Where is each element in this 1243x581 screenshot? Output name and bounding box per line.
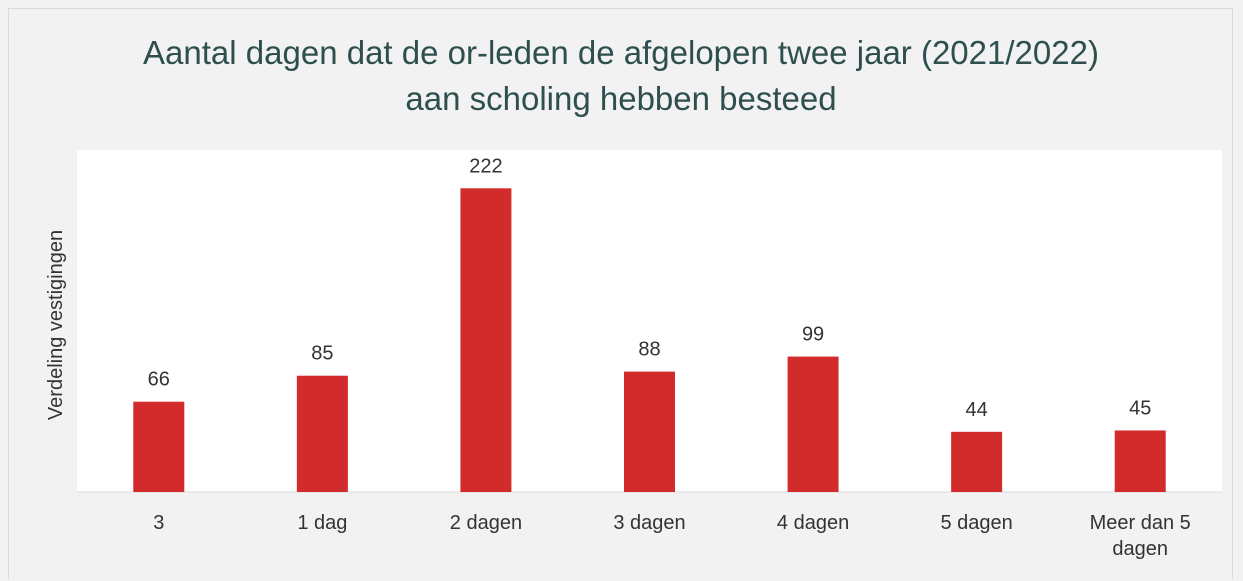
chart-frame bbox=[8, 8, 1233, 579]
bar bbox=[951, 431, 1003, 492]
bar bbox=[787, 356, 839, 492]
data-label: 45 bbox=[1129, 397, 1151, 419]
data-label: 85 bbox=[311, 343, 333, 365]
x-tick-label: 4 dagen bbox=[776, 512, 850, 534]
data-label: 88 bbox=[638, 339, 660, 361]
bar bbox=[1114, 430, 1166, 492]
x-tick-label: 1 dag bbox=[297, 512, 348, 534]
x-tick-label: 3 dagen bbox=[613, 512, 686, 534]
x-tick-label: 2 dagen bbox=[449, 512, 523, 534]
data-label: 222 bbox=[469, 155, 502, 177]
chart-title: Aantal dagen dat de or-leden de afgelope… bbox=[143, 34, 1099, 117]
bar bbox=[624, 371, 675, 492]
x-tick-label: Meer dan 5 dagen bbox=[1089, 512, 1191, 560]
y-axis-label: Verdeling vestigingen bbox=[45, 230, 67, 420]
bar bbox=[460, 188, 512, 492]
bar bbox=[133, 401, 185, 492]
data-label: 99 bbox=[802, 324, 824, 346]
data-label: 66 bbox=[148, 369, 170, 391]
bar bbox=[296, 375, 348, 492]
x-tick-label: 3 bbox=[153, 512, 165, 534]
data-label: 44 bbox=[966, 399, 988, 421]
x-tick-label: 5 dagen bbox=[940, 512, 1013, 534]
